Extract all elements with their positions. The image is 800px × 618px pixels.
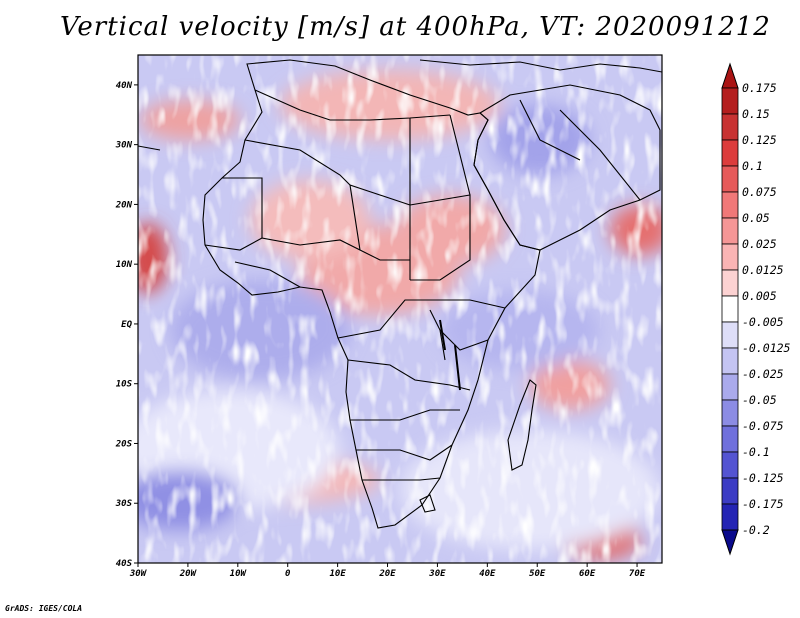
- colorbar-box: [721, 191, 739, 219]
- chart-title: Vertical velocity [m/s] at 400hPa, VT: 2…: [60, 12, 771, 42]
- colorbar-label: 0.175: [742, 81, 777, 95]
- colorbar-label: -0.075: [742, 419, 784, 433]
- lon-tick-label: 60E: [579, 569, 596, 579]
- colorbar-label: 0.05: [742, 211, 770, 225]
- colorbar-label: 0.075: [742, 185, 777, 199]
- lon-tick-label: 70E: [629, 569, 646, 579]
- lon-tick-label: 20E: [378, 569, 396, 579]
- colorbar-label: 0.005: [742, 289, 777, 303]
- colorbar-box: [721, 399, 739, 427]
- colorbar-box: [721, 373, 739, 401]
- colorbar-label: -0.2: [742, 523, 770, 537]
- lat-tick-label: 20N: [115, 200, 133, 210]
- lat-tick-label: 20S: [115, 439, 133, 449]
- colorbar-box: [721, 113, 739, 141]
- colorbar-box: [721, 217, 739, 245]
- colorbar-box: [721, 477, 739, 505]
- colorbar-box: [721, 295, 739, 323]
- lat-tick-label: 10S: [116, 380, 133, 390]
- colorbar-bottom-triangle: [721, 529, 739, 556]
- lon-tick-label: 20W: [179, 569, 198, 579]
- colorbar-label: -0.1: [742, 445, 770, 459]
- lon-tick-label: 10E: [329, 569, 346, 579]
- lat-tick-label: 30S: [115, 499, 133, 509]
- lat-tick-label: 30N: [115, 141, 133, 151]
- latitude-axis: 40N 30N 20N 10N EQ 10S 20S 30S 40S: [115, 81, 138, 569]
- colorbar-top-triangle: [721, 62, 739, 89]
- colorbar-box: [721, 243, 739, 271]
- colorbar-box: [721, 87, 739, 115]
- colorbar-label: 0.0125: [742, 263, 784, 277]
- colorbar-label: -0.0125: [742, 341, 791, 355]
- lon-tick-label: 10W: [230, 569, 248, 579]
- coastlines-and-borders: [138, 59, 662, 529]
- colorbar-label: -0.125: [742, 471, 784, 485]
- lon-tick-label: 40E: [479, 569, 496, 579]
- colorbar-label: -0.05: [742, 393, 777, 407]
- colorbar-box: [721, 451, 739, 479]
- colorbar-box: [721, 347, 739, 375]
- velocity-field: [138, 55, 662, 563]
- colorbar-box: [721, 165, 739, 193]
- colorbar-label: -0.005: [742, 315, 784, 329]
- colorbar-label: 0.025: [742, 237, 777, 251]
- colorbar-label: 0.125: [742, 133, 777, 147]
- colorbar-label: 0.1: [742, 159, 763, 173]
- lat-tick-label: 40S: [116, 559, 133, 569]
- lon-tick-label: 50E: [529, 569, 546, 579]
- colorbar-box: [721, 503, 739, 531]
- colorbar-box: [721, 425, 739, 453]
- grads-credit: GrADS: IGES/COLA: [5, 604, 83, 613]
- map-frame: [137, 54, 663, 564]
- colorbar-label: 0.15: [742, 107, 770, 121]
- lat-tick-label: EQ: [121, 320, 132, 330]
- colorbar-box: [721, 139, 739, 167]
- lat-tick-label: 10N: [116, 260, 133, 270]
- colorbar-label: -0.175: [742, 497, 784, 511]
- lon-tick-label: 30W: [129, 569, 148, 579]
- colorbar-box: [721, 269, 739, 297]
- lon-tick-label: 0: [285, 569, 291, 579]
- longitude-axis: 30W 20W 10W 0 10E 20E 30E 40E 50E 60E 70E: [129, 563, 646, 579]
- colorbar-label: -0.025: [742, 367, 784, 381]
- lat-tick-label: 40N: [116, 81, 133, 91]
- colorbar: 0.175 0.15 0.125 0.1 0.075 0.05 0.025 0.0125 0.0…: [721, 62, 791, 556]
- lon-tick-label: 30E: [428, 569, 446, 579]
- colorbar-box: [721, 321, 739, 349]
